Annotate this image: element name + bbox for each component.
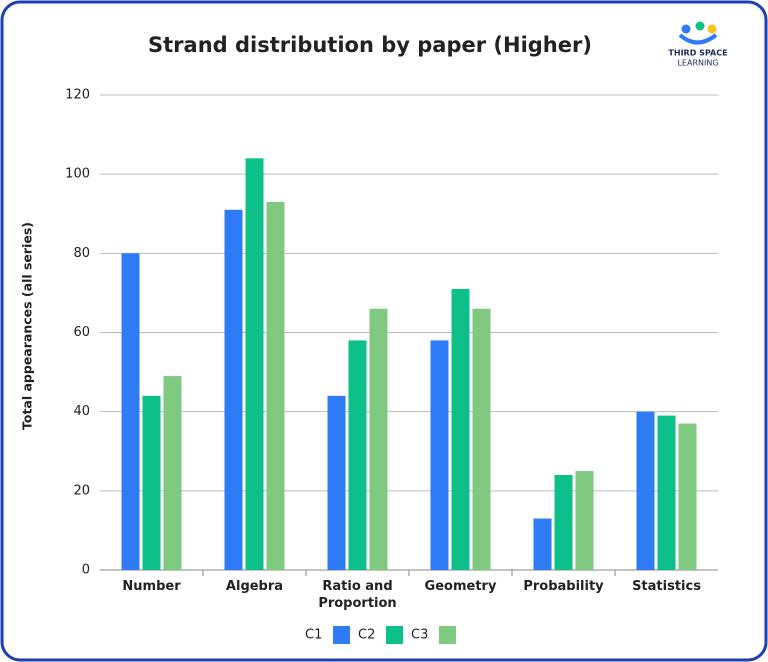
y-tick-label: 100 [65,167,90,182]
logo: THIRD SPACE LEARNING [668,21,728,68]
bar [266,201,285,570]
x-tick-label: Algebra [225,579,284,594]
logo-text: LEARNING [677,59,718,68]
bar [636,411,655,570]
legend-label: C3 [411,628,428,643]
x-tick-label: Statistics [632,579,701,594]
logo-dot [681,24,691,34]
logo-smile [678,33,718,45]
y-tick-label: 20 [73,483,90,498]
y-tick-label: 0 [82,563,90,578]
x-tick-label: Number [122,579,181,594]
bar [142,395,161,570]
legend-swatch [439,626,456,644]
bar [451,288,470,570]
bar [678,423,697,570]
logo-dot [695,21,705,31]
chart-title: Strand distribution by paper (Higher) [148,33,592,57]
y-tick-label: 60 [73,325,90,340]
bar [472,308,491,570]
legend-label: C2 [358,628,375,643]
y-axis-title: Total appearances (all series) [20,222,35,430]
x-tick-label: Ratio and Proportion [318,579,397,611]
bar [245,158,264,571]
y-tick-label: 40 [73,404,90,419]
y-tick-label: 120 [65,88,90,103]
legend-swatch [333,626,350,644]
bar [554,475,573,570]
logo-text: THIRD SPACE [668,49,727,58]
bar [121,253,140,571]
bar [533,518,552,570]
logo-dot [707,24,717,34]
bar [657,415,676,570]
bar [369,308,388,570]
y-tick-label: 80 [73,246,90,261]
legend-label: C1 [305,628,322,643]
x-tick-label: Probability [523,579,604,594]
bar [224,209,243,570]
bar [163,376,182,570]
bar [430,340,449,570]
x-tick-label: Geometry [424,579,497,594]
bar [327,395,346,570]
bar [575,471,594,570]
bar [348,340,367,570]
legend-swatch [386,626,403,644]
